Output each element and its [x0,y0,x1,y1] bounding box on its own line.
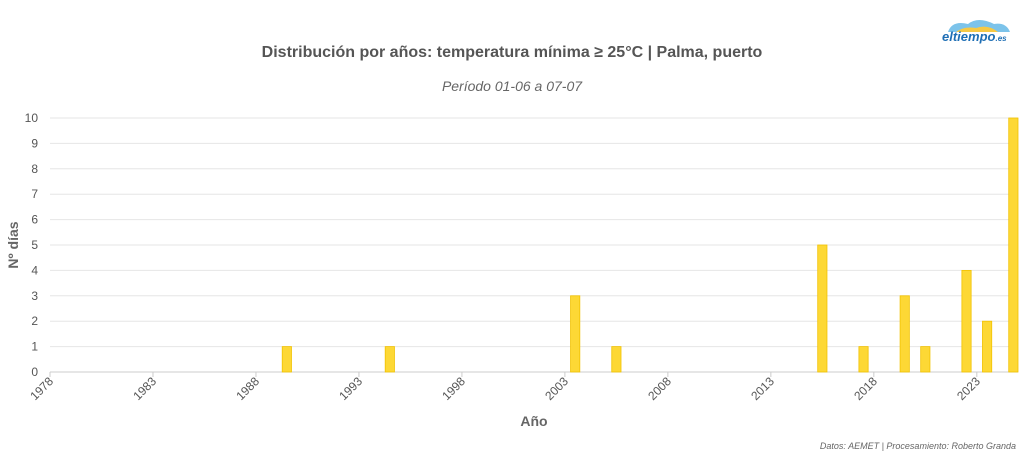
cloud-icon [948,20,1010,32]
x-tick-label: 2008 [645,374,674,403]
bar-2020 [920,346,931,373]
logo-text: eltiempo [942,29,996,44]
eltiempo-logo[interactable]: eltiempo.es [938,18,1016,46]
bar-1994 [384,346,395,373]
bar-2025 [1008,117,1019,373]
bar-2019 [899,295,910,373]
chart-title: Distribución por años: temperatura mínim… [261,44,763,61]
logo-wordmark: eltiempo.es [942,29,1007,44]
x-tick-label: 1988 [233,374,262,403]
y-tick-label: 7 [31,187,38,201]
y-tick-label: 6 [31,213,38,227]
bar-2022 [961,269,972,373]
x-tick-label: 2018 [851,374,880,403]
y-axis-title: Nº días [5,221,21,268]
credits: Datos: AEMET | Procesamiento: Roberto Gr… [819,441,1016,451]
y-axis: 0 1 2 3 4 5 6 7 8 9 10 [25,111,39,379]
y-tick-label: 9 [31,136,38,150]
chart-subtitle: Período 01-06 a 07-07 [441,78,583,94]
x-axis: 1978 1983 1988 1993 1998 2003 2008 2013 2018 2023 [27,372,983,403]
chart-grid [50,117,1018,373]
bar-2003 [570,295,581,373]
x-tick-label: 1998 [439,374,468,403]
x-tick-label: 1983 [130,374,159,403]
y-tick-label: 4 [31,263,38,277]
x-tick-label: 1993 [336,374,365,403]
y-tick-label: 8 [31,162,38,176]
y-tick-label: 2 [31,314,38,328]
y-tick-label: 3 [31,289,38,303]
bar-2015 [817,244,828,373]
bar-2023 [982,320,993,373]
bar-2005 [611,346,622,373]
x-tick-label: 2003 [542,374,571,403]
y-tick-label: 0 [31,365,38,379]
y-tick-label: 10 [25,111,39,125]
x-tick-label: 2023 [954,374,983,403]
x-axis-title: Año [520,413,547,429]
y-tick-label: 5 [31,238,38,252]
logo-suffix: .es [995,34,1007,43]
bars [281,117,1019,373]
bar-1989 [281,346,292,373]
x-tick-label: 2013 [748,374,777,403]
y-tick-label: 1 [31,340,38,354]
bar-2017 [858,346,869,373]
